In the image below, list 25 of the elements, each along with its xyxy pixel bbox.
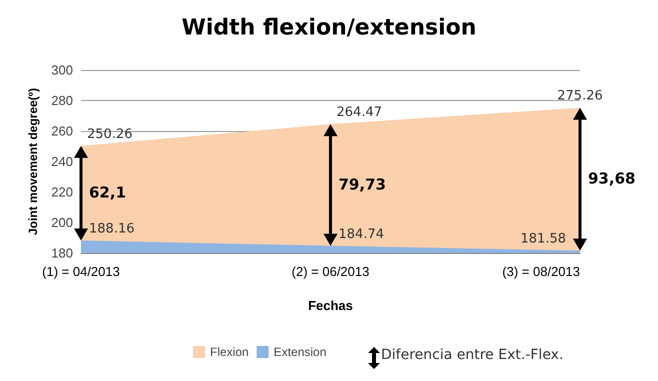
chart-title: Width flexion/extension	[182, 16, 476, 40]
data-label: 188.16	[89, 222, 134, 237]
annotation: 79,73	[338, 175, 386, 194]
data-label: 250.26	[87, 126, 132, 142]
data-label: 181.58	[520, 232, 566, 247]
y-tick-label: 220	[51, 184, 73, 200]
x-tick-label: (2) = 06/2013	[292, 264, 370, 279]
text: Diferencia entre Ext.-Flex.	[381, 347, 564, 363]
legend-label: Extension	[274, 345, 326, 359]
x-tick-label: (3) = 08/2013	[502, 264, 580, 279]
x-axis-title: Fechas	[308, 298, 353, 313]
y-axis-title: Joint movement degree(º)	[26, 88, 40, 236]
y-tick-label: 200	[51, 215, 73, 230]
y-tick-label: 260	[51, 124, 73, 138]
data-label: 184.74	[338, 226, 384, 242]
legend-label: Flexion	[210, 345, 249, 359]
data-label: 275.26	[557, 88, 603, 104]
data-label: 264.47	[336, 105, 382, 120]
text: 93,68	[588, 170, 636, 188]
y-tick-label: 180	[51, 246, 73, 260]
annotation: 62,1	[89, 184, 126, 202]
x-tick-label: (1) = 04/2013	[42, 264, 120, 279]
y-tick-label: 240	[51, 154, 73, 169]
y-tick-label: 300	[51, 62, 73, 78]
y-tick-label: 280	[51, 93, 73, 108]
